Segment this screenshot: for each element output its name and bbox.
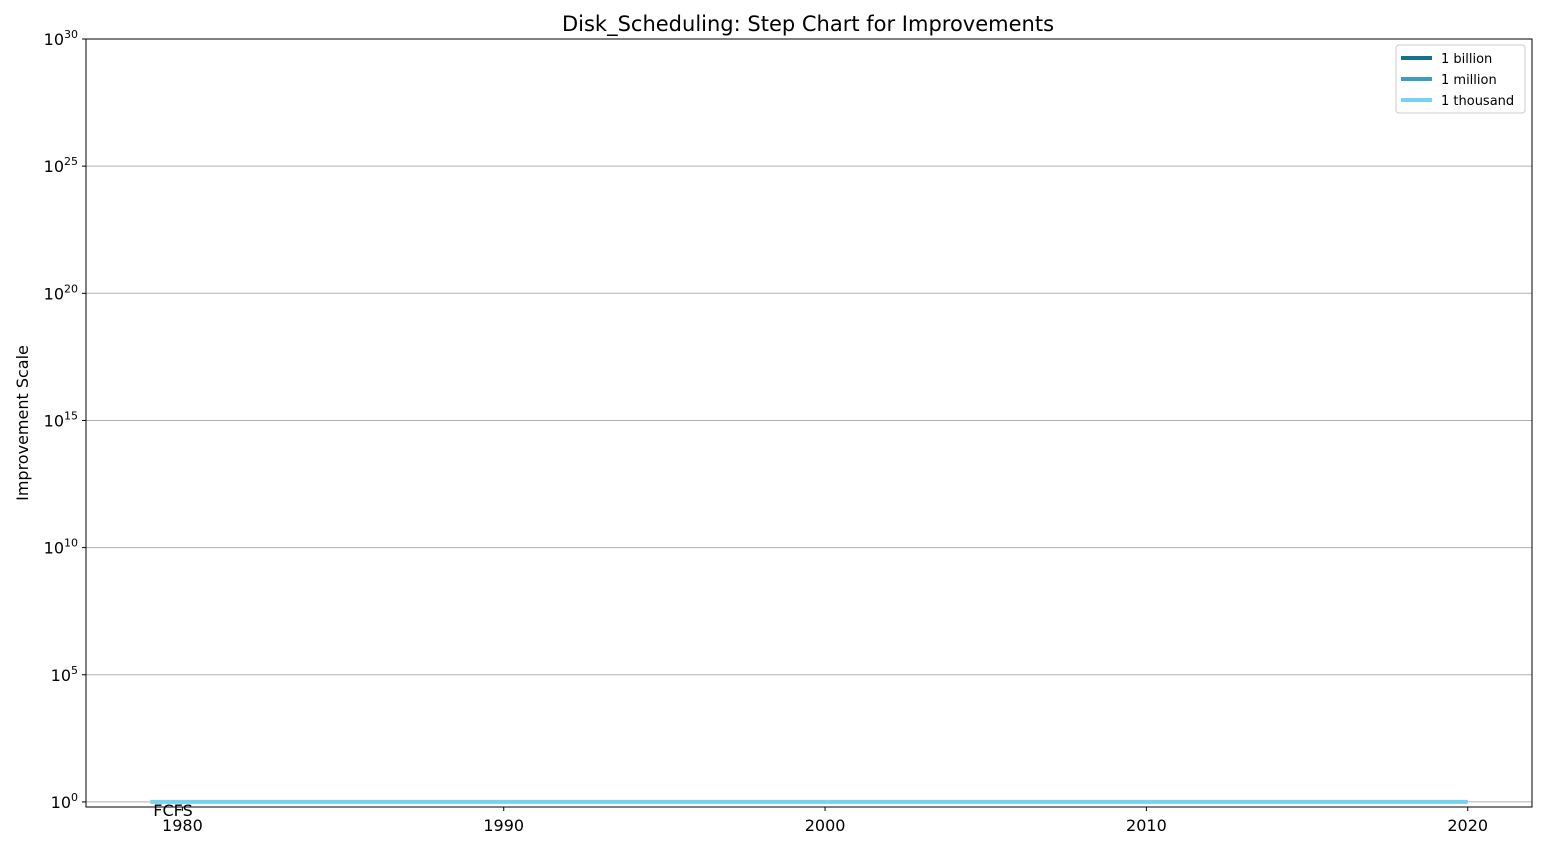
y-tick-label: 1015 xyxy=(44,409,78,430)
legend-label: 1 million xyxy=(1441,73,1497,88)
x-tick-label: 1990 xyxy=(483,816,524,835)
y-tick-label: 1010 xyxy=(44,537,78,558)
y-tick-label: 1030 xyxy=(44,28,78,49)
legend-box xyxy=(1395,44,1526,114)
x-tick-label: 2000 xyxy=(805,816,846,835)
x-tick-label: 2010 xyxy=(1126,816,1167,835)
annotations: FCFS xyxy=(153,801,192,820)
plot-frame xyxy=(85,38,1533,808)
y-tick-label: 1025 xyxy=(44,155,78,176)
y-tick-label: 105 xyxy=(51,664,78,685)
legend: 1 billion 1 million 1 thousand xyxy=(1395,44,1526,114)
legend-label: 1 billion xyxy=(1441,52,1492,67)
y-tick-label: 1020 xyxy=(44,282,78,303)
legend-label: 1 thousand xyxy=(1441,94,1514,109)
y-gridlines xyxy=(86,38,1532,803)
x-tick-label: 1980 xyxy=(162,816,203,835)
annotation-label: FCFS xyxy=(153,801,192,820)
chart-title: Disk_Scheduling: Step Chart for Improvem… xyxy=(562,12,1054,37)
y-axis-label: Improvement Scale xyxy=(13,345,32,501)
y-tick-label: 100 xyxy=(51,791,78,812)
y-axis-ticks: 100 105 1010 1015 1020 1025 1030 xyxy=(44,28,86,812)
x-tick-label: 2020 xyxy=(1447,816,1488,835)
x-axis-ticks: 1980 1990 2000 2010 2020 xyxy=(162,807,1488,835)
